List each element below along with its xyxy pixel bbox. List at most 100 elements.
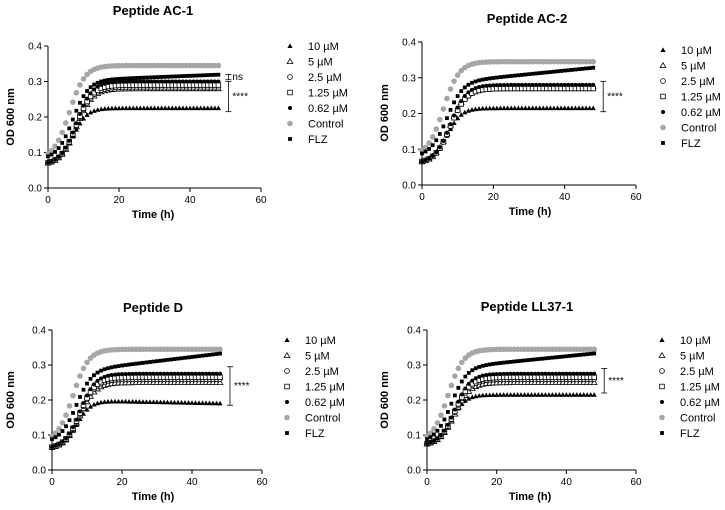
data-point <box>551 105 557 111</box>
data-point <box>591 392 597 397</box>
data-point <box>539 371 544 376</box>
data-point <box>591 82 596 87</box>
data-point <box>144 371 149 376</box>
data-point <box>592 351 597 356</box>
chart-title: Peptide AC-1 <box>113 3 193 18</box>
data-point <box>577 67 581 72</box>
data-point <box>426 140 432 146</box>
data-point <box>66 403 73 409</box>
data-point <box>63 145 68 150</box>
data-point <box>74 108 79 113</box>
data-point <box>448 382 455 389</box>
legend-label: 0.62 µM <box>680 397 720 409</box>
data-point <box>102 81 107 86</box>
data-point <box>147 399 153 404</box>
data-point <box>137 361 142 366</box>
data-point <box>102 374 107 379</box>
data-point <box>571 353 576 358</box>
data-point <box>456 399 461 404</box>
data-point <box>70 130 75 135</box>
data-point <box>204 353 208 358</box>
data-point <box>578 352 583 357</box>
data-point <box>420 151 424 156</box>
data-point <box>435 428 440 433</box>
data-point <box>71 425 75 430</box>
y-tick-label: 0.2 <box>407 396 421 407</box>
series-0-62-m <box>425 371 597 446</box>
data-point <box>73 126 79 132</box>
data-point <box>50 437 54 442</box>
data-point <box>137 371 142 376</box>
data-point <box>587 66 592 70</box>
data-point <box>130 362 135 367</box>
legend-marker <box>660 431 664 435</box>
data-point <box>182 400 188 405</box>
legend-label: 5 µM <box>305 351 330 363</box>
data-point <box>71 411 75 415</box>
x-tick-label: 20 <box>488 192 500 203</box>
data-point <box>505 105 511 111</box>
data-point <box>508 359 513 364</box>
series-0-62-m <box>46 79 221 165</box>
data-point <box>175 399 181 405</box>
x-tick-label: 60 <box>630 192 642 203</box>
data-point <box>95 80 100 85</box>
data-point <box>565 105 571 111</box>
data-point <box>435 436 440 441</box>
y-axis-label: OD 600 nm <box>5 371 17 429</box>
data-point <box>591 346 597 353</box>
data-point <box>574 371 579 376</box>
data-point <box>592 371 597 376</box>
data-point <box>469 87 474 92</box>
data-point <box>544 105 550 111</box>
data-point <box>505 82 510 87</box>
data-point <box>74 403 79 407</box>
data-point <box>105 399 111 404</box>
data-point <box>112 398 118 404</box>
legend-marker <box>661 110 665 114</box>
data-point <box>516 73 521 78</box>
data-point <box>459 392 464 397</box>
data-point <box>491 372 496 377</box>
y-tick-label: 0.0 <box>407 466 421 477</box>
data-point <box>88 387 93 392</box>
data-point <box>473 79 478 84</box>
data-point <box>152 79 157 84</box>
data-point <box>451 78 457 84</box>
legend-label: 10 µM <box>680 335 711 347</box>
data-point <box>477 365 482 369</box>
data-point <box>567 354 572 358</box>
data-point <box>50 444 54 449</box>
y-tick-label: 0.3 <box>32 361 46 372</box>
legend-label: Control <box>680 413 715 425</box>
series-1-25-m <box>45 82 222 166</box>
data-point <box>161 399 167 405</box>
data-point <box>115 398 122 404</box>
x-tick-label: 40 <box>186 477 198 488</box>
legend-marker <box>287 43 293 48</box>
data-point <box>519 82 524 87</box>
data-point <box>511 392 517 397</box>
data-point <box>438 433 443 438</box>
data-point <box>155 371 159 376</box>
data-point <box>569 82 574 87</box>
data-point <box>452 373 458 379</box>
data-point <box>466 381 471 386</box>
data-point <box>437 145 442 150</box>
data-point <box>549 392 555 397</box>
data-point <box>156 79 161 84</box>
data-point <box>59 129 65 136</box>
legend-label: 2.5 µM <box>308 72 342 84</box>
data-point <box>193 371 198 376</box>
data-point <box>498 361 503 365</box>
data-point <box>487 76 492 81</box>
data-point <box>92 87 97 92</box>
y-tick-label: 0.2 <box>32 396 46 407</box>
data-point <box>80 365 87 372</box>
data-point <box>138 75 143 80</box>
data-point <box>504 392 510 397</box>
data-point <box>211 371 215 376</box>
series-flz <box>420 65 596 156</box>
data-point <box>127 371 131 376</box>
data-point <box>171 399 178 405</box>
